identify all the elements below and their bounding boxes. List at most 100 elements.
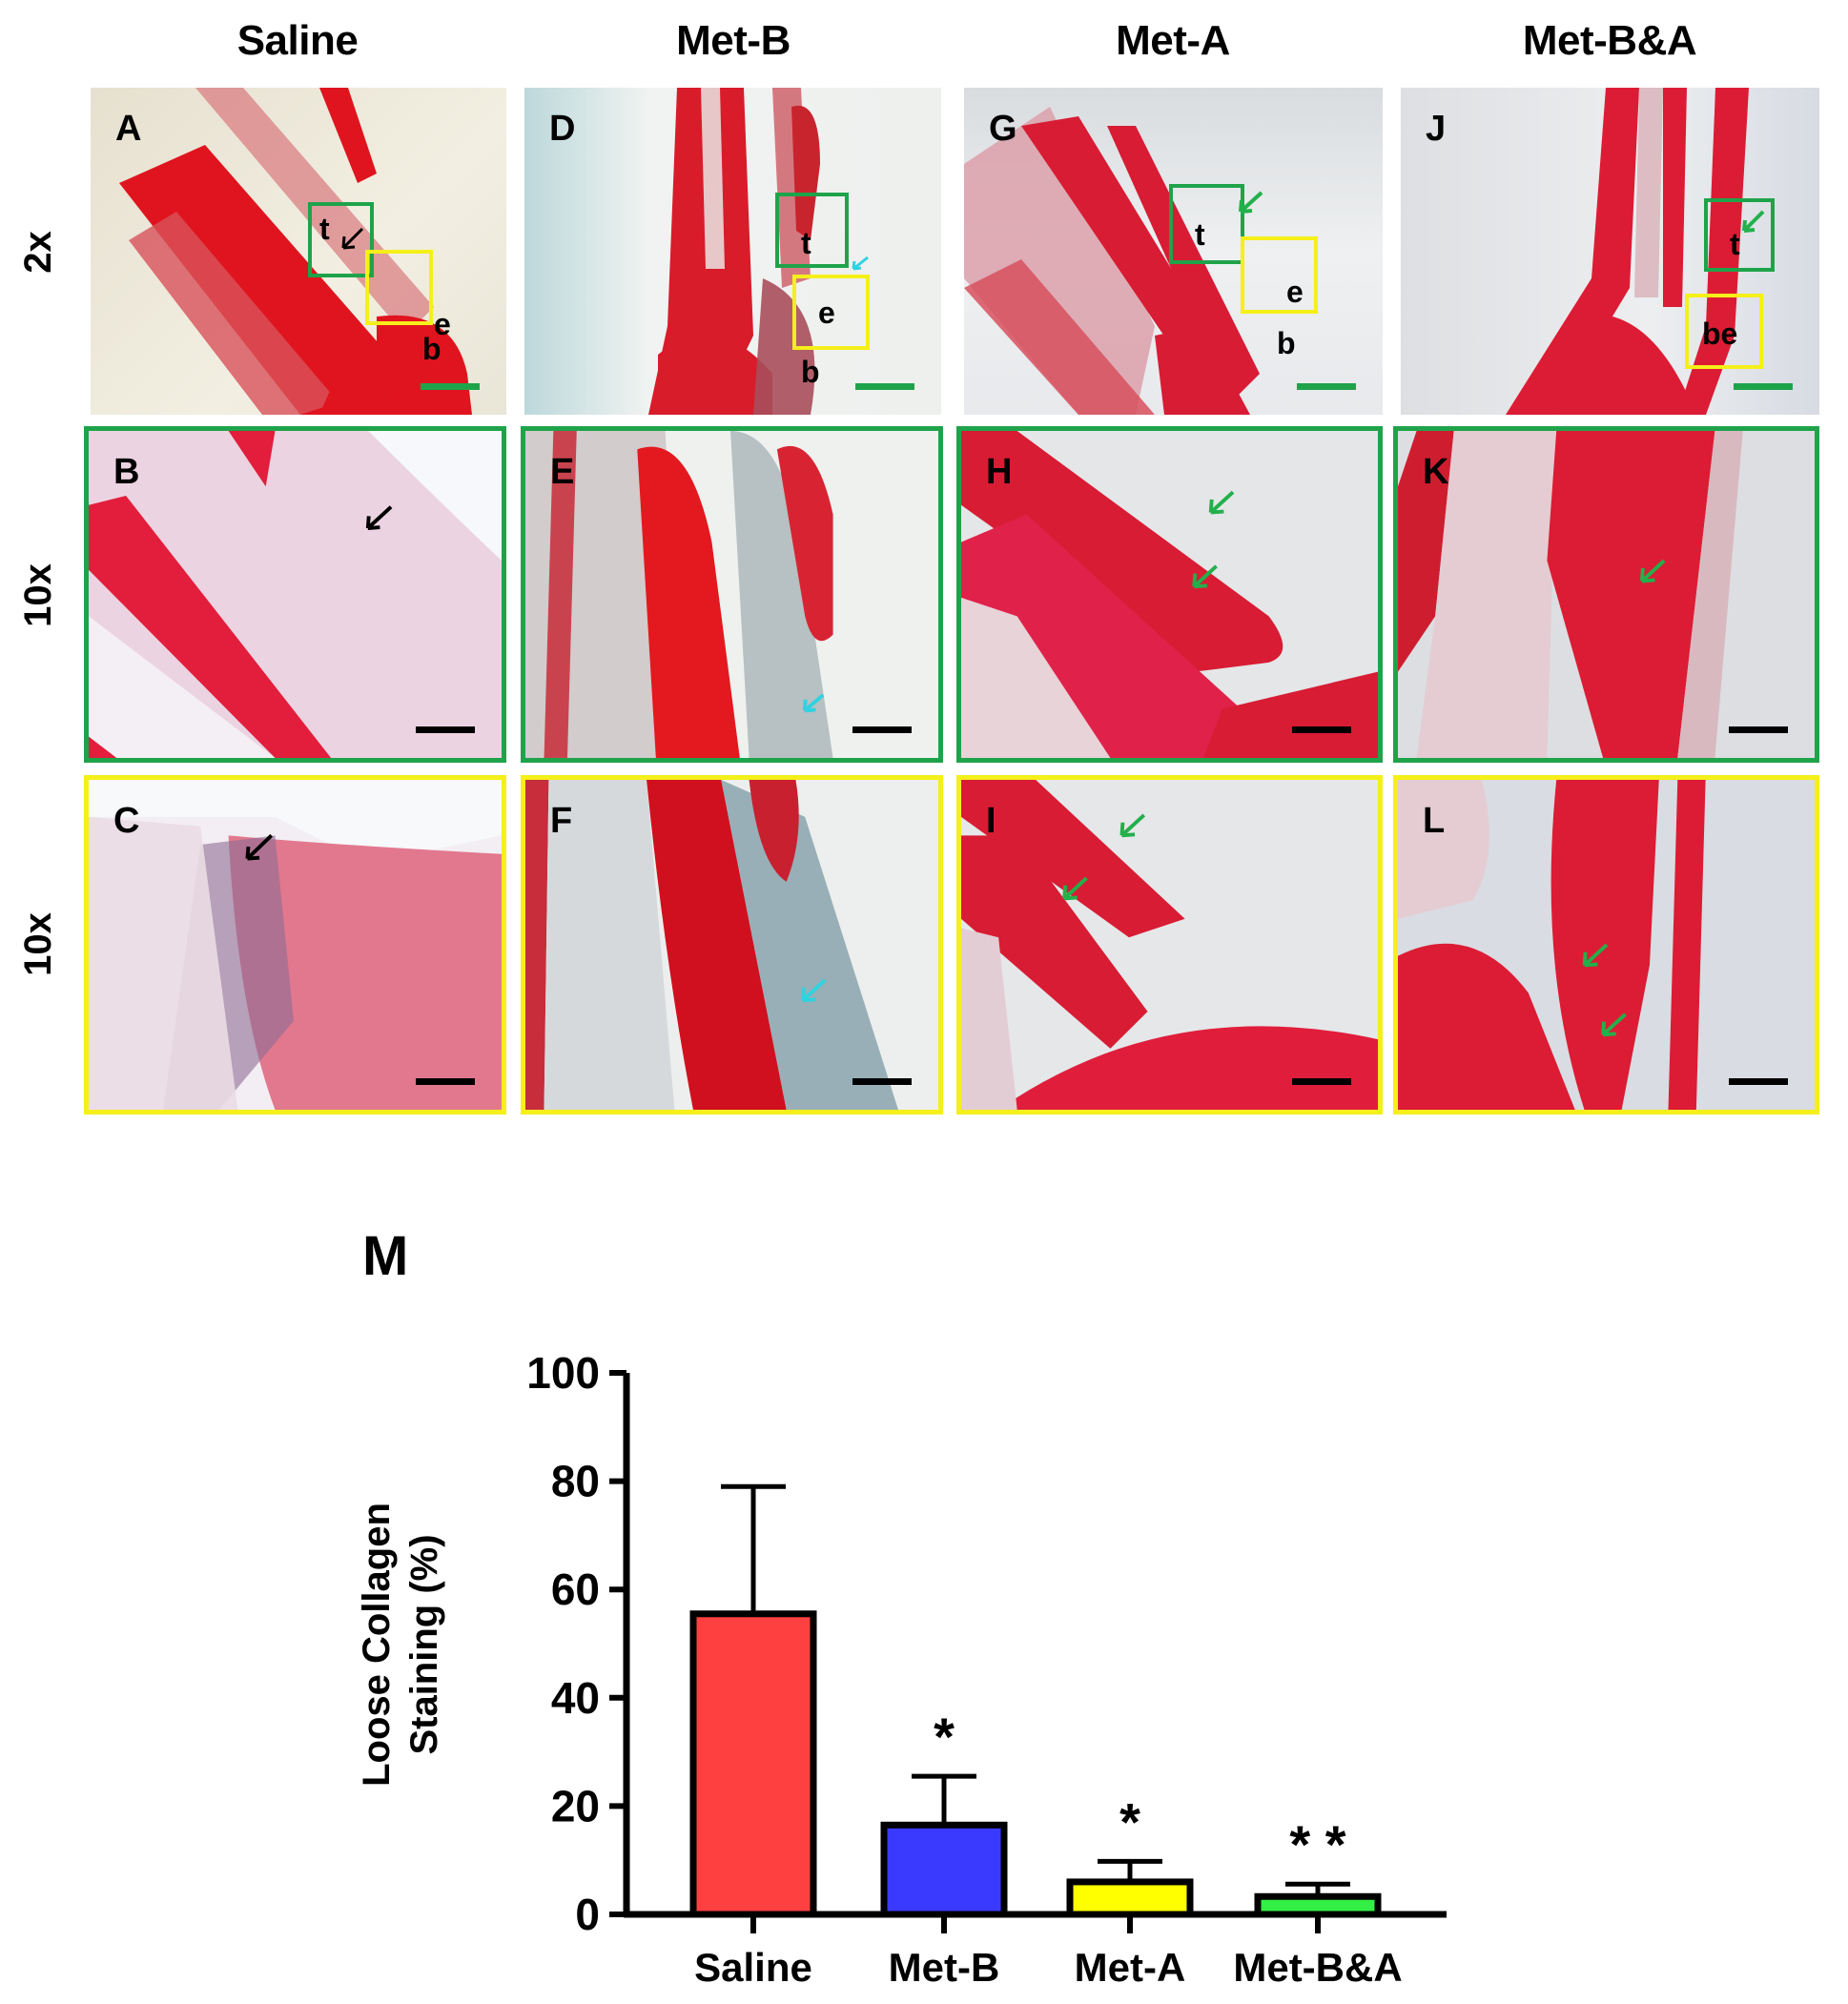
tissue-section-image — [525, 431, 833, 758]
roi-boxes — [1169, 184, 1318, 314]
panel-letter: G — [989, 109, 1017, 149]
scale-bar — [416, 1078, 475, 1085]
arrow-icon — [1639, 559, 1666, 583]
tissue-section-image — [961, 780, 1378, 1110]
arrow-icon — [245, 833, 274, 861]
scale-bar — [852, 726, 912, 733]
micrograph-panel-j: J t be — [1401, 88, 1819, 415]
arrow-icon — [1062, 876, 1088, 901]
panel-letter: I — [986, 801, 996, 841]
tissue-section-image — [525, 780, 898, 1110]
micrograph-panel-b: B — [84, 426, 506, 763]
tissue-section-image — [964, 107, 1260, 415]
scale-bar — [1729, 1078, 1788, 1085]
arrow-icon — [365, 505, 393, 530]
panel-letter: K — [1423, 452, 1449, 492]
roi-label-be: be — [1702, 317, 1738, 351]
column-header-met-a: Met-A — [1116, 17, 1230, 64]
x-tick-label: Met-A — [1075, 1945, 1186, 1990]
roi-label-e: e — [434, 307, 451, 341]
tissue-section-image — [1506, 88, 1749, 415]
tissue-section-image — [961, 431, 1378, 758]
y-tick-label: 60 — [551, 1564, 600, 1614]
panel-letter: B — [113, 452, 140, 492]
x-tick-label: Met-B — [889, 1945, 1000, 1990]
annotation-layer — [802, 693, 825, 713]
scale-bar — [1292, 726, 1351, 733]
roi-boxes — [775, 193, 870, 350]
roi-label-t: t — [801, 226, 811, 260]
scale-bar — [1729, 726, 1788, 733]
significance-marker: * * — [1289, 1814, 1345, 1874]
panel-letter: E — [550, 452, 575, 492]
y-axis-title-line2: Staining (%) — [403, 1534, 445, 1754]
y-tick-label: 20 — [551, 1781, 600, 1830]
arrow-icon — [802, 693, 825, 713]
column-header-met-b-a: Met-B&A — [1522, 17, 1697, 64]
micrograph-panel-d: D t e b — [524, 88, 941, 415]
scale-bar — [1734, 383, 1793, 390]
roi-label-t: t — [319, 212, 330, 246]
arrow-icon — [1192, 564, 1218, 589]
significance-marker: * — [934, 1707, 955, 1767]
scale-bar — [421, 383, 480, 390]
bar-saline — [689, 1610, 817, 1918]
roi-boxes — [308, 202, 433, 325]
scale-bar — [1292, 1078, 1351, 1085]
scale-bar — [416, 726, 475, 733]
micrograph-panel-h: H — [956, 426, 1383, 763]
annotation-layer — [1192, 490, 1235, 589]
x-tick-label: Saline — [694, 1945, 812, 1990]
annotation-layer — [245, 833, 274, 861]
significance-marker: * — [1119, 1791, 1140, 1851]
bar-met-a — [1066, 1878, 1194, 1918]
arrow-icon — [1119, 813, 1146, 838]
panel-letter: A — [115, 109, 142, 149]
roi-boxes — [1685, 198, 1775, 369]
scale-bar — [855, 383, 914, 390]
roi-label-t: t — [1730, 227, 1740, 261]
panel-letter: H — [986, 452, 1013, 492]
arrow-icon — [341, 227, 364, 250]
bar-met-b-a — [1254, 1892, 1382, 1918]
roi-label-b: b — [801, 355, 820, 389]
arrow-icon — [1239, 191, 1263, 214]
panel-letter: J — [1426, 109, 1447, 149]
tissue-section-image — [1398, 431, 1743, 758]
micrograph-panel-g: G t e b — [964, 88, 1383, 415]
roi-label-e: e — [818, 296, 835, 330]
arrow-icon — [800, 978, 827, 1003]
y-axis-title: Loose Collagen Staining (%) — [356, 1503, 445, 1787]
arrow-icon — [1601, 1012, 1627, 1037]
y-tick-label: 0 — [575, 1890, 600, 1939]
chart-panel-letter: M — [362, 1225, 408, 1287]
panel-letter: F — [550, 801, 573, 841]
annotation-layer — [800, 978, 827, 1003]
x-tick-label: Met-B&A — [1233, 1945, 1402, 1990]
tissue-section-image — [89, 431, 502, 758]
micrograph-panel-k: K — [1393, 426, 1819, 763]
roi-label-t: t — [1195, 217, 1205, 252]
micrograph-panel-a: A t e b — [91, 88, 506, 415]
arrow-icon — [1582, 943, 1609, 968]
arrow-icon — [1208, 490, 1235, 515]
annotation-layer — [1062, 813, 1146, 901]
panel-letter: C — [113, 801, 140, 841]
micrograph-panel-f: F — [521, 775, 943, 1114]
arrow-icon — [1742, 210, 1765, 233]
scale-bar — [1297, 383, 1356, 390]
micrograph-panel-i: I — [956, 775, 1383, 1114]
roi-label-b: b — [1277, 326, 1296, 360]
arrow-icon — [852, 256, 869, 271]
y-tick-label: 40 — [551, 1673, 600, 1723]
micrograph-panel-l: L — [1393, 775, 1819, 1114]
x-axis-labels: Saline Met-B Met-A Met-B&A — [694, 1945, 1403, 1990]
panel-letter: L — [1423, 801, 1446, 841]
annotation-layer — [1582, 943, 1627, 1037]
panel-letter: D — [549, 109, 576, 149]
tissue-section-image — [89, 780, 502, 1110]
y-axis-title-line1: Loose Collagen — [356, 1503, 398, 1787]
y-tick-label: 100 — [526, 1348, 600, 1398]
bar-met-b — [880, 1821, 1008, 1918]
